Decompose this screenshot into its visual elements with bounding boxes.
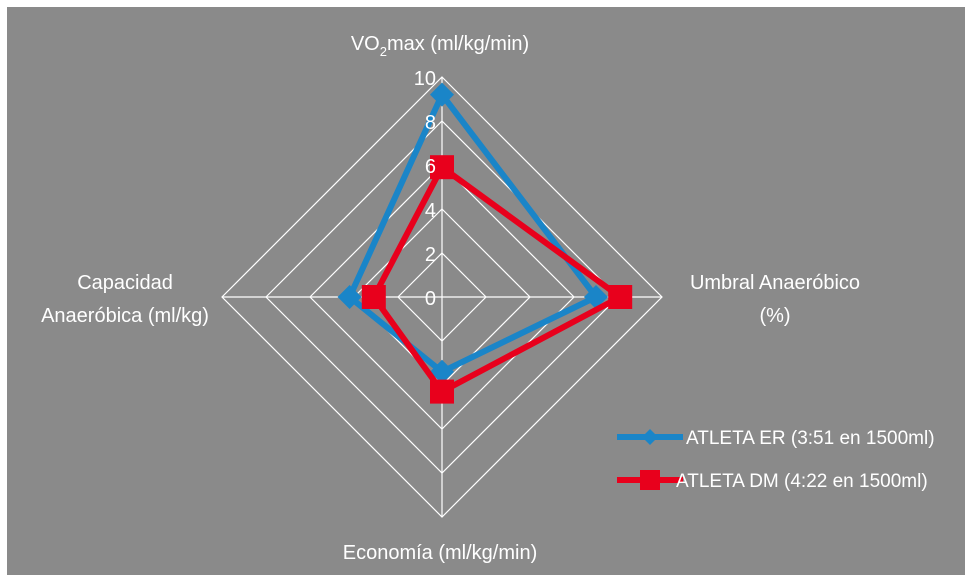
tick-label-10: 10 <box>414 68 436 90</box>
data-point-umbral <box>584 285 608 309</box>
data-point-capacidad <box>361 285 386 309</box>
data-point-economia <box>430 379 454 404</box>
legend-marker-diamond <box>642 429 658 445</box>
tick-label-4: 4 <box>425 200 436 222</box>
chart-background <box>7 7 965 575</box>
series-layer <box>337 82 633 404</box>
tick-label-2: 2 <box>425 244 436 266</box>
axis-label-vo2max: VO2max (ml/kg/min) <box>351 33 529 59</box>
axis-label-capacidad-line2: Anaeróbica (ml/kg) <box>41 305 209 327</box>
data-point-economia <box>430 359 454 384</box>
data-point-umbral <box>608 285 633 309</box>
data-point-vo2max <box>430 155 454 180</box>
axis-label-umbral-line1: Umbral Anaeróbico <box>690 272 860 294</box>
tick-label-0: 0 <box>425 288 436 310</box>
axis-label-economia: Economía (ml/kg/min) <box>343 542 538 564</box>
tick-label-6: 6 <box>425 156 436 178</box>
data-point-vo2max <box>430 82 454 107</box>
axis-labels: VO2max (ml/kg/min) Umbral Anaeróbico (%)… <box>41 33 860 564</box>
series-atleta-dm <box>361 155 633 404</box>
legend-item-atleta-er: ATLETA ER (3:51 en 1500ml) <box>617 428 935 449</box>
legend-item-atleta-dm: ATLETA DM (4:22 en 1500ml) <box>617 470 928 492</box>
data-point-capacidad <box>337 285 362 309</box>
legend-label-dm: ATLETA DM (4:22 en 1500ml) <box>676 471 928 492</box>
tick-label-8: 8 <box>425 112 436 134</box>
axis-label-umbral-line2: (%) <box>759 305 790 327</box>
series-atleta-er <box>337 82 608 384</box>
tick-labels: 0 2 4 6 8 10 <box>414 68 436 310</box>
axis-label-capacidad-line1: Capacidad <box>77 272 173 294</box>
legend-marker-square <box>640 470 660 490</box>
legend-label-er: ATLETA ER (3:51 en 1500ml) <box>686 428 935 449</box>
legend: ATLETA ER (3:51 en 1500ml) ATLETA DM (4:… <box>617 428 935 492</box>
